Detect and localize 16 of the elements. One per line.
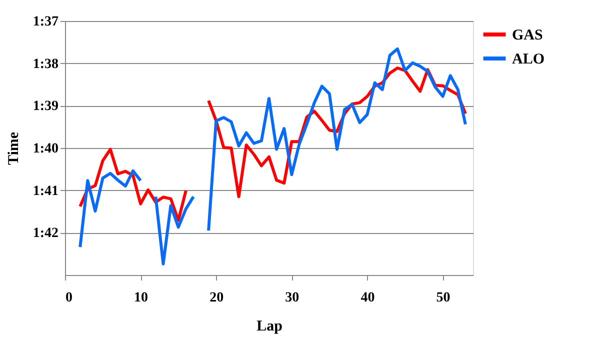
x-tick-label: 0 [66, 290, 72, 306]
x-tick-label: 40 [360, 290, 375, 306]
y-tick-label: 1:39 [32, 99, 58, 114]
y-tick-label: 1:40 [32, 142, 58, 156]
x-axis-title: Lap [256, 318, 282, 334]
y-tick-label: 1:38 [32, 56, 58, 72]
y-tick-label: 1:37 [32, 14, 58, 30]
legend-label: GAS [512, 28, 543, 44]
x-tick-label: 20 [210, 290, 224, 306]
x-tick-label: 10 [134, 290, 148, 306]
y-tick-label: 1:41 [32, 184, 58, 199]
x-tick-label: 50 [436, 290, 450, 306]
y-axis-title: Time [6, 132, 22, 166]
legend-label: ALO [512, 52, 545, 68]
y-tick-label: 1:42 [32, 226, 58, 242]
x-tick-label: 30 [285, 290, 300, 306]
